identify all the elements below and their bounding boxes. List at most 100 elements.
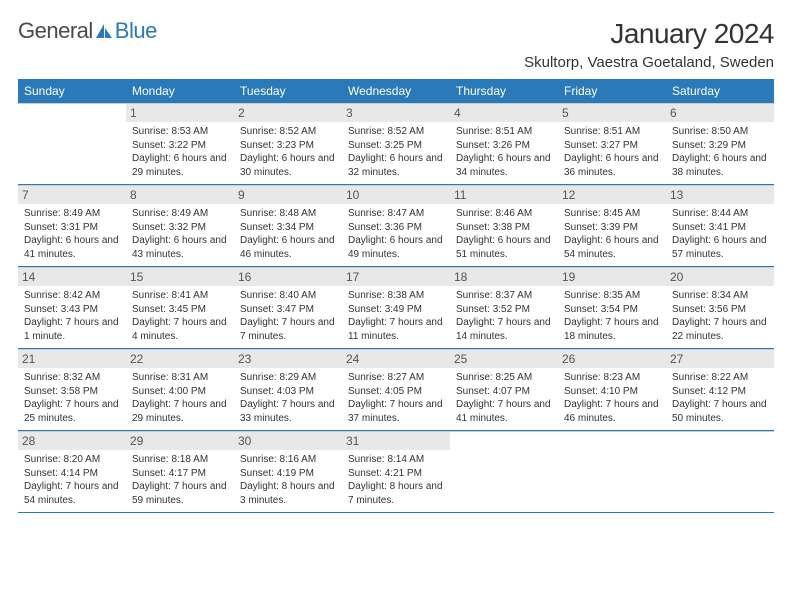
day-cell: 31Sunrise: 8:14 AMSunset: 4:21 PMDayligh…	[342, 431, 450, 512]
day-cell: 13 Sunrise: 8:44 AMSunset: 3:41 PMDayligh…	[666, 185, 774, 266]
day-info: Sunrise: 8:49 AMSunset: 3:31 PMDaylight:…	[24, 207, 120, 261]
sunrise-line: Sunrise: 8:31 AM	[132, 371, 228, 385]
day-number: 28	[18, 432, 126, 450]
sunrise-line: Sunrise: 8:53 AM	[132, 125, 228, 139]
day-cell: 5Sunrise: 8:51 AMSunset: 3:27 PMDaylight…	[558, 103, 666, 184]
daylight-line: Daylight: 6 hours and 34 minutes.	[456, 152, 552, 179]
day-cell: 12Sunrise: 8:45 AMSunset: 3:39 PMDayligh…	[558, 185, 666, 266]
week-row: 7 Sunrise: 8:49 AMSunset: 3:31 PMDaylight…	[18, 185, 774, 267]
sunrise-line: Sunrise: 8:49 AM	[24, 207, 120, 221]
day-number: 7	[18, 186, 126, 204]
day-number: 21	[18, 350, 126, 368]
sunrise-line: Sunrise: 8:18 AM	[132, 453, 228, 467]
daylight-line: Daylight: 7 hours and 46 minutes.	[564, 398, 660, 425]
sunset-line: Sunset: 4:19 PM	[240, 467, 336, 481]
weekday-header-cell: Friday	[558, 79, 666, 103]
day-cell: 14Sunrise: 8:42 AMSunset: 3:43 PMDayligh…	[18, 267, 126, 348]
sunset-line: Sunset: 3:23 PM	[240, 139, 336, 153]
day-cell: 28Sunrise: 8:20 AMSunset: 4:14 PMDayligh…	[18, 431, 126, 512]
day-info: Sunrise: 8:31 AMSunset: 4:00 PMDaylight:…	[132, 371, 228, 425]
daylight-line: Daylight: 7 hours and 59 minutes.	[132, 480, 228, 507]
daylight-line: Daylight: 6 hours and 38 minutes.	[672, 152, 768, 179]
daylight-line: Daylight: 6 hours and 54 minutes.	[564, 234, 660, 261]
sunset-line: Sunset: 3:29 PM	[672, 139, 768, 153]
sunset-line: Sunset: 3:26 PM	[456, 139, 552, 153]
day-number: 11	[450, 186, 558, 204]
sunrise-line: Sunrise: 8:14 AM	[348, 453, 444, 467]
day-number: 17	[342, 268, 450, 286]
day-cell: 29Sunrise: 8:18 AMSunset: 4:17 PMDayligh…	[126, 431, 234, 512]
day-info: Sunrise: 8:42 AMSunset: 3:43 PMDaylight:…	[24, 289, 120, 343]
day-cell: 23Sunrise: 8:29 AMSunset: 4:03 PMDayligh…	[234, 349, 342, 430]
sunset-line: Sunset: 3:54 PM	[564, 303, 660, 317]
day-cell: 15 Sunrise: 8:41 AMSunset: 3:45 PMDayligh…	[126, 267, 234, 348]
sunset-line: Sunset: 4:03 PM	[240, 385, 336, 399]
day-cell: 19Sunrise: 8:35 AMSunset: 3:54 PMDayligh…	[558, 267, 666, 348]
day-info: Sunrise: 8:27 AMSunset: 4:05 PMDaylight:…	[348, 371, 444, 425]
day-cell: 6Sunrise: 8:50 AMSunset: 3:29 PMDaylight…	[666, 103, 774, 184]
logo: General Blue	[18, 18, 157, 44]
sunset-line: Sunset: 3:38 PM	[456, 221, 552, 235]
day-number: 15	[126, 268, 234, 286]
sunset-line: Sunset: 4:00 PM	[132, 385, 228, 399]
day-info: Sunrise: 8:16 AMSunset: 4:19 PMDaylight:…	[240, 453, 336, 507]
calendar-grid: SundayMondayTuesdayWednesdayThursdayFrid…	[18, 79, 774, 513]
daylight-line: Daylight: 7 hours and 25 minutes.	[24, 398, 120, 425]
day-cell: 4 Sunrise: 8:51 AMSunset: 3:26 PMDaylight…	[450, 103, 558, 184]
day-info: Sunrise: 8:48 AMSunset: 3:34 PMDaylight:…	[240, 207, 336, 261]
sunset-line: Sunset: 3:49 PM	[348, 303, 444, 317]
sunrise-line: Sunrise: 8:51 AM	[456, 125, 552, 139]
empty-cell	[18, 103, 126, 184]
day-info: Sunrise: 8:52 AMSunset: 3:25 PMDaylight:…	[348, 125, 444, 179]
daylight-line: Daylight: 6 hours and 32 minutes.	[348, 152, 444, 179]
empty-cell	[666, 431, 774, 512]
day-info: Sunrise: 8:50 AMSunset: 3:29 PMDaylight:…	[672, 125, 768, 179]
daylight-line: Daylight: 8 hours and 3 minutes.	[240, 480, 336, 507]
week-row: 1Sunrise: 8:53 AMSunset: 3:22 PMDaylight…	[18, 103, 774, 185]
day-info: Sunrise: 8:34 AMSunset: 3:56 PMDaylight:…	[672, 289, 768, 343]
day-cell: 22Sunrise: 8:31 AMSunset: 4:00 PMDayligh…	[126, 349, 234, 430]
logo-text-2: Blue	[115, 21, 157, 41]
weekday-header-cell: Wednesday	[342, 79, 450, 103]
daylight-line: Daylight: 7 hours and 29 minutes.	[132, 398, 228, 425]
sunrise-line: Sunrise: 8:22 AM	[672, 371, 768, 385]
daylight-line: Daylight: 6 hours and 51 minutes.	[456, 234, 552, 261]
day-number: 23	[234, 350, 342, 368]
day-cell: 7 Sunrise: 8:49 AMSunset: 3:31 PMDaylight…	[18, 185, 126, 266]
day-number: 13	[666, 186, 774, 204]
day-number: 2	[234, 104, 342, 122]
day-info: Sunrise: 8:14 AMSunset: 4:21 PMDaylight:…	[348, 453, 444, 507]
daylight-line: Daylight: 8 hours and 7 minutes.	[348, 480, 444, 507]
sunset-line: Sunset: 4:21 PM	[348, 467, 444, 481]
day-number: 4	[450, 104, 558, 122]
weekday-header-cell: Tuesday	[234, 79, 342, 103]
day-info: Sunrise: 8:44 AMSunset: 3:41 PMDaylight:…	[672, 207, 768, 261]
day-cell: 21Sunrise: 8:32 AMSunset: 3:58 PMDayligh…	[18, 349, 126, 430]
day-number: 8	[126, 186, 234, 204]
day-number: 5	[558, 104, 666, 122]
day-number: 29	[126, 432, 234, 450]
day-info: Sunrise: 8:37 AMSunset: 3:52 PMDaylight:…	[456, 289, 552, 343]
sunrise-line: Sunrise: 8:42 AM	[24, 289, 120, 303]
day-number: 30	[234, 432, 342, 450]
day-number: 16	[234, 268, 342, 286]
daylight-line: Daylight: 7 hours and 37 minutes.	[348, 398, 444, 425]
sunrise-line: Sunrise: 8:50 AM	[672, 125, 768, 139]
day-cell: 11Sunrise: 8:46 AMSunset: 3:38 PMDayligh…	[450, 185, 558, 266]
weeks-container: 1Sunrise: 8:53 AMSunset: 3:22 PMDaylight…	[18, 103, 774, 513]
day-info: Sunrise: 8:41 AMSunset: 3:45 PMDaylight:…	[132, 289, 228, 343]
day-cell: 3Sunrise: 8:52 AMSunset: 3:25 PMDaylight…	[342, 103, 450, 184]
sunrise-line: Sunrise: 8:29 AM	[240, 371, 336, 385]
day-number: 24	[342, 350, 450, 368]
week-row: 14Sunrise: 8:42 AMSunset: 3:43 PMDayligh…	[18, 267, 774, 349]
day-info: Sunrise: 8:25 AMSunset: 4:07 PMDaylight:…	[456, 371, 552, 425]
daylight-line: Daylight: 6 hours and 30 minutes.	[240, 152, 336, 179]
sunrise-line: Sunrise: 8:47 AM	[348, 207, 444, 221]
day-number: 25	[450, 350, 558, 368]
day-cell: 27Sunrise: 8:22 AMSunset: 4:12 PMDayligh…	[666, 349, 774, 430]
day-info: Sunrise: 8:49 AMSunset: 3:32 PMDaylight:…	[132, 207, 228, 261]
weekday-header-row: SundayMondayTuesdayWednesdayThursdayFrid…	[18, 79, 774, 103]
day-cell: 20Sunrise: 8:34 AMSunset: 3:56 PMDayligh…	[666, 267, 774, 348]
day-number: 26	[558, 350, 666, 368]
sunset-line: Sunset: 3:45 PM	[132, 303, 228, 317]
